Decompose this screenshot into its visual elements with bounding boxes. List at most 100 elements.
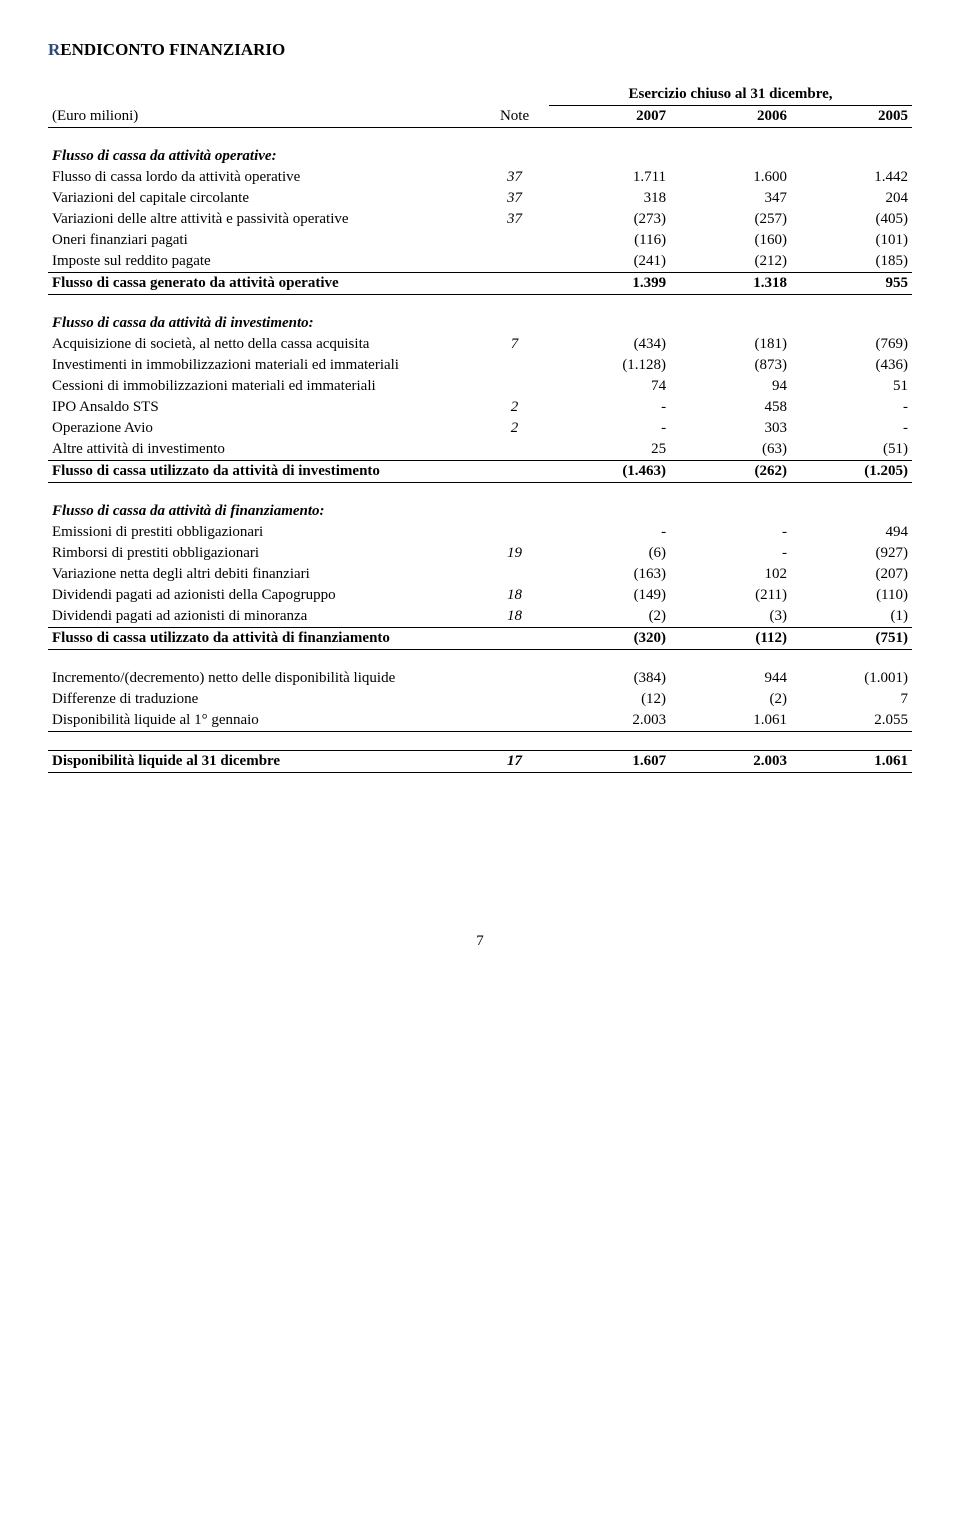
row-label: Disponibilità liquide al 1° gennaio (48, 710, 480, 732)
row-val: (116) (549, 230, 670, 251)
table-row: Oneri finanziari pagati(116)(160)(101) (48, 230, 912, 251)
row-label: Operazione Avio (48, 418, 480, 439)
table-row: Rimborsi di prestiti obbligazionari19(6)… (48, 543, 912, 564)
table-row: Altre attività di investimento25(63)(51) (48, 439, 912, 461)
row-label: IPO Ansaldo STS (48, 397, 480, 418)
row-val: (436) (791, 355, 912, 376)
row-val: 2.055 (791, 710, 912, 732)
row-val: 1.061 (670, 710, 791, 732)
row-val: 2.003 (670, 751, 791, 773)
row-val: 7 (791, 689, 912, 710)
row-val: 1.600 (670, 167, 791, 188)
row-val: (320) (549, 628, 670, 650)
column-header-row: (Euro milioni) Note 2007 2006 2005 (48, 106, 912, 128)
row-val: (160) (670, 230, 791, 251)
row-val: 318 (549, 188, 670, 209)
table-row: Dividendi pagati ad azionisti della Capo… (48, 585, 912, 606)
row-val: (751) (791, 628, 912, 650)
row-val: - (791, 397, 912, 418)
cashflow-table: Esercizio chiuso al 31 dicembre, (Euro m… (48, 84, 912, 773)
row-val: - (791, 418, 912, 439)
row-val: (1) (791, 606, 912, 628)
row-val: (769) (791, 334, 912, 355)
row-note (480, 376, 549, 397)
row-label: Emissioni di prestiti obbligazionari (48, 522, 480, 543)
row-val: - (549, 418, 670, 439)
table-row: Differenze di traduzione(12)(2)7 (48, 689, 912, 710)
row-note (480, 355, 549, 376)
page-number: 7 (48, 933, 912, 950)
year-2005: 2005 (791, 106, 912, 128)
row-val: 955 (791, 273, 912, 295)
table-row: Acquisizione di società, al netto della … (48, 334, 912, 355)
table-row: Flusso di cassa lordo da attività operat… (48, 167, 912, 188)
row-val: (2) (549, 606, 670, 628)
table-row: Incremento/(decremento) netto delle disp… (48, 668, 912, 689)
row-val: (1.463) (549, 461, 670, 483)
row-note (480, 564, 549, 585)
row-val: 347 (670, 188, 791, 209)
row-val: (927) (791, 543, 912, 564)
row-note (480, 230, 549, 251)
row-val: (163) (549, 564, 670, 585)
row-val: (110) (791, 585, 912, 606)
row-val: (112) (670, 628, 791, 650)
investing-section-title: Flusso di cassa da attività di investime… (48, 313, 912, 334)
investing-total-row: Flusso di cassa utilizzato da attività d… (48, 461, 912, 483)
row-val: (1.128) (549, 355, 670, 376)
table-row: Imposte sul reddito pagate(241)(212)(185… (48, 251, 912, 273)
row-val: (207) (791, 564, 912, 585)
row-val: 1.607 (549, 751, 670, 773)
row-label: Dividendi pagati ad azionisti di minoran… (48, 606, 480, 628)
row-note: 19 (480, 543, 549, 564)
row-label: Cessioni di immobilizzazioni materiali e… (48, 376, 480, 397)
row-val: (12) (549, 689, 670, 710)
row-label: Incremento/(decremento) netto delle disp… (48, 668, 480, 689)
row-val: - (670, 522, 791, 543)
row-label: Flusso di cassa utilizzato da attività d… (48, 461, 480, 483)
row-val: - (670, 543, 791, 564)
row-note (480, 668, 549, 689)
year-2007: 2007 (549, 106, 670, 128)
period-header: Esercizio chiuso al 31 dicembre, (549, 84, 912, 106)
row-label: Variazioni delle altre attività e passiv… (48, 209, 480, 230)
row-val: (212) (670, 251, 791, 273)
row-label: Flusso di cassa utilizzato da attività d… (48, 628, 480, 650)
title-initial: R (48, 40, 60, 59)
row-val: (873) (670, 355, 791, 376)
row-val: (63) (670, 439, 791, 461)
row-label: Flusso di cassa lordo da attività operat… (48, 167, 480, 188)
row-val: (181) (670, 334, 791, 355)
row-val: 94 (670, 376, 791, 397)
row-note (480, 251, 549, 273)
row-val: 494 (791, 522, 912, 543)
row-note: 37 (480, 167, 549, 188)
row-val: 1.399 (549, 273, 670, 295)
row-note (480, 439, 549, 461)
closing-row: Disponibilità liquide al 31 dicembre171.… (48, 751, 912, 773)
operating-section-title: Flusso di cassa da attività operative: (48, 146, 912, 167)
row-val: (405) (791, 209, 912, 230)
row-note (480, 522, 549, 543)
row-val: (3) (670, 606, 791, 628)
row-label: Oneri finanziari pagati (48, 230, 480, 251)
table-row: Dividendi pagati ad azionisti di minoran… (48, 606, 912, 628)
row-note: 7 (480, 334, 549, 355)
row-val: 74 (549, 376, 670, 397)
row-val: 25 (549, 439, 670, 461)
row-val: - (549, 397, 670, 418)
financing-total-row: Flusso di cassa utilizzato da attività d… (48, 628, 912, 650)
table-row: Cessioni di immobilizzazioni materiali e… (48, 376, 912, 397)
row-val: (273) (549, 209, 670, 230)
row-note: 2 (480, 397, 549, 418)
row-val: (241) (549, 251, 670, 273)
row-val: 1.711 (549, 167, 670, 188)
row-val: 1.061 (791, 751, 912, 773)
note-header: Note (480, 106, 549, 128)
period-header-row: Esercizio chiuso al 31 dicembre, (48, 84, 912, 106)
row-note: 2 (480, 418, 549, 439)
row-val: 1.442 (791, 167, 912, 188)
row-val: - (549, 522, 670, 543)
row-val: (434) (549, 334, 670, 355)
operating-total-row: Flusso di cassa generato da attività ope… (48, 273, 912, 295)
